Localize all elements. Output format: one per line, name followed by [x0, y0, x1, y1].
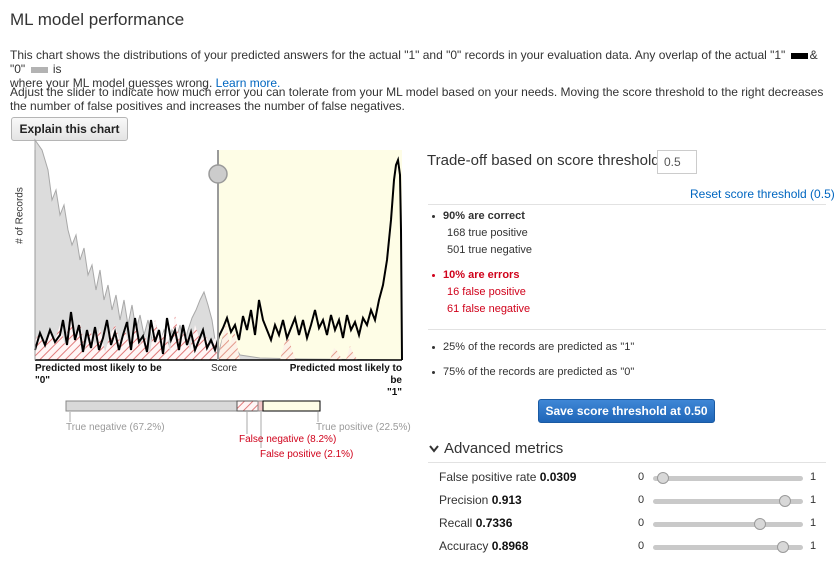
false-negative-area [35, 315, 218, 360]
true-negative-label: True negative (67.2%) [66, 422, 165, 433]
description-text: This chart shows the distributions of yo… [10, 48, 786, 62]
metric-label: Accuracy [439, 539, 489, 553]
actual-1-swatch [790, 52, 808, 59]
metric-fpr: False positive rate 0.0309 [439, 470, 576, 484]
x-label-right: Predicted most likely to be "1" [280, 363, 402, 399]
x-label-left-line2: "0" [35, 375, 51, 386]
metric-label: False positive rate [439, 470, 537, 484]
advanced-metrics-toggle[interactable]: Advanced metrics [428, 440, 563, 457]
score-threshold-input[interactable] [657, 150, 697, 174]
metric-accuracy: Accuracy 0.8968 [439, 539, 528, 553]
slider-knob[interactable] [776, 541, 789, 553]
slider-knob[interactable] [754, 518, 767, 530]
false-positive-area [218, 325, 358, 360]
slider-min-label: 0 [638, 494, 645, 506]
recall-slider[interactable] [653, 518, 803, 530]
metric-label: Recall [439, 516, 473, 530]
explain-chart-button[interactable]: Explain this chart [11, 117, 128, 141]
predicted-0-text: 75% of the records are predicted as "0" [443, 366, 635, 378]
divider [428, 329, 826, 330]
slider-max-label: 1 [810, 540, 817, 552]
divider [428, 204, 826, 205]
bullet [432, 345, 435, 349]
description-text-amp: & "0" [10, 48, 818, 76]
predicted-1-stat: 25% of the records are predicted as "1" [432, 339, 634, 356]
predicted-0-stat: 75% of the records are predicted as "0" [432, 364, 634, 381]
false-negative-bar [236, 400, 259, 412]
true-positive-bar [262, 400, 321, 412]
metric-value: 0.7336 [475, 516, 513, 530]
slider-knob[interactable] [657, 472, 670, 484]
error-stats: 10% are errors 16 false positive 61 fals… [432, 267, 530, 318]
correct-heading: 90% are correct [443, 210, 525, 222]
learn-more-link[interactable]: Learn more. [215, 76, 281, 90]
bullet [432, 273, 435, 277]
correct-stats: 90% are correct 168 true positive 501 tr… [432, 208, 532, 259]
slider-instructions: Adjust the slider to indicate how much e… [10, 85, 824, 113]
true-negative-bar [65, 400, 238, 412]
false-negative-count: 61 false negative [447, 303, 531, 315]
accuracy-slider[interactable] [653, 541, 803, 553]
precision-slider[interactable] [653, 495, 803, 507]
true-negative-count: 501 true negative [447, 244, 533, 256]
chart-description: This chart shows the distributions of yo… [10, 48, 825, 90]
slider-min-label: 0 [638, 471, 645, 483]
slider-max-label: 1 [810, 494, 817, 506]
reset-threshold-link[interactable]: Reset score threshold (0.5) [690, 187, 835, 201]
predicted-1-text: 25% of the records are predicted as "1" [443, 341, 635, 353]
metric-value: 0.0309 [539, 470, 577, 484]
slider-max-label: 1 [810, 471, 817, 483]
tradeoff-title: Trade-off based on score threshold [427, 152, 660, 169]
true-positive-count: 168 true positive [447, 227, 528, 239]
chevron-down-icon [429, 445, 439, 453]
x-label-right-line2: "1" [386, 387, 402, 398]
metric-label: Precision [439, 493, 489, 507]
x-label-center: Score [211, 363, 238, 374]
page-title: ML model performance [10, 10, 185, 29]
metric-value: 0.913 [491, 493, 522, 507]
slider-min-label: 0 [638, 517, 645, 529]
x-label-left-line1: Predicted most likely to be [35, 363, 162, 374]
metric-recall: Recall 0.7336 [439, 516, 512, 530]
divider [428, 462, 826, 463]
description-text-is: is [52, 62, 62, 76]
bullet [432, 370, 435, 374]
x-label-right-line1: Predicted most likely to be [289, 363, 402, 386]
description-text-line2: where your ML model guesses wrong. [10, 76, 213, 90]
slider-knob[interactable] [778, 495, 791, 507]
errors-heading: 10% are errors [443, 269, 520, 281]
threshold-slider-handle[interactable] [208, 164, 228, 184]
false-positive-count: 16 false positive [447, 286, 526, 298]
fpr-slider[interactable] [653, 472, 803, 484]
save-threshold-button[interactable]: Save score threshold at 0.50 [538, 399, 715, 423]
slider-min-label: 0 [638, 540, 645, 552]
false-negative-label: False negative (8.2%) [239, 434, 337, 445]
actual-1-distribution [34, 156, 403, 361]
metric-precision: Precision 0.913 [439, 493, 522, 507]
slider-max-label: 1 [810, 517, 817, 529]
x-label-left: Predicted most likely to be "0" [35, 363, 162, 387]
actual-0-swatch [30, 66, 48, 73]
advanced-metrics-title: Advanced metrics [444, 440, 564, 457]
bullet [432, 214, 435, 218]
true-positive-label: True positive (22.5%) [316, 422, 411, 433]
false-positive-bar [257, 400, 264, 412]
false-positive-label: False positive (2.1%) [260, 449, 354, 460]
metric-value: 0.8968 [491, 539, 529, 553]
